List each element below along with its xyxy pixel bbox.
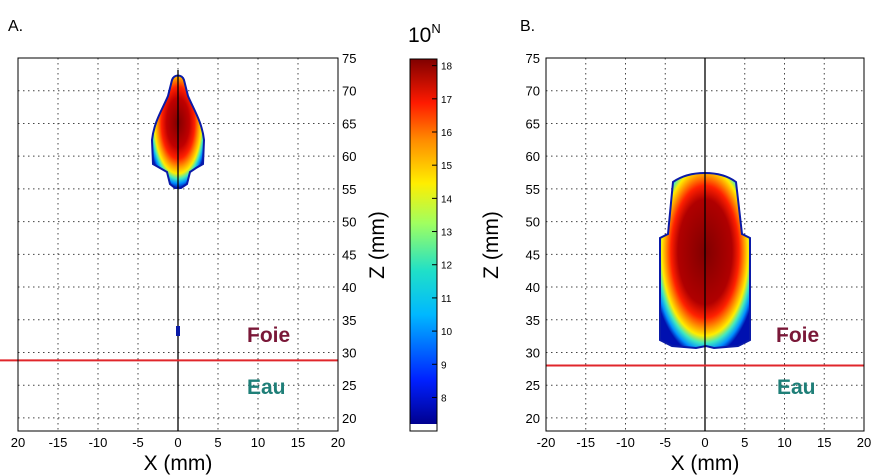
colorbar-tick-8: 16	[441, 128, 453, 139]
panel-b-y-tick-6: 50	[526, 215, 540, 230]
panel-a-x-tick-4: 0	[174, 435, 181, 450]
panel-a-y-tick-2: 30	[342, 345, 356, 360]
colorbar-z-label: Z (mm)	[366, 211, 389, 279]
panel-b-x-tick-6: 10	[777, 435, 791, 450]
colorbar-tick-4: 12	[441, 261, 453, 272]
panel-b-x-tick-0: -20	[537, 435, 556, 450]
panel-b-x-label: X (mm)	[671, 452, 740, 475]
panel-b-y-tick-0: 20	[526, 411, 540, 426]
panel-b-x-tick-5: 5	[741, 435, 748, 450]
panel-b-y-ticks: 20 25 30 35 40 45 50 55 60 65 70 75	[526, 51, 540, 426]
panel-a-x-ticks: 20 -15 -10 -5 0 5 10 15 20	[11, 435, 345, 450]
panel-b-x-tick-2: -10	[616, 435, 635, 450]
colorbar-title-sup: N	[431, 21, 440, 36]
panel-b-y-label: Z (mm)	[480, 211, 503, 279]
panel-b-x-tick-1: -15	[576, 435, 595, 450]
colorbar-tick-6: 14	[441, 194, 453, 205]
panel-b-y-tick-3: 35	[526, 313, 540, 328]
panel-b-x-tick-4: 0	[701, 435, 708, 450]
panel-a-y-tick-4: 40	[342, 280, 356, 295]
panel-b-y-tick-8: 60	[526, 149, 540, 164]
colorbar-gradient	[410, 59, 437, 424]
colorbar-tick-10: 18	[441, 62, 453, 73]
panel-a-y-tick-11: 75	[342, 51, 356, 66]
panel-a-x-tick-0: 20	[11, 435, 25, 450]
panel-a-y-tick-3: 35	[342, 313, 356, 328]
panel-b-x-tick-8: 20	[857, 435, 871, 450]
colorbar-bottom-white	[410, 424, 437, 431]
panel-a-y-tick-10: 70	[342, 84, 356, 99]
colorbar-tick-9: 17	[441, 95, 453, 106]
panel-b-foie-label: Foie	[776, 324, 819, 347]
panel-b-x-ticks: -20 -15 -10 -5 0 5 10 15 20	[537, 435, 872, 450]
colorbar-tick-7: 15	[441, 161, 453, 172]
panel-b-y-tick-2: 30	[526, 345, 540, 360]
panel-a-y-tick-7: 55	[342, 182, 356, 197]
panel-b-x-tick-3: -5	[659, 435, 671, 450]
panel-b-y-tick-7: 55	[526, 182, 540, 197]
panel-a-x-tick-5: 5	[214, 435, 221, 450]
panel-b-y-tick-9: 65	[526, 116, 540, 131]
panel-a-x-tick-2: -10	[89, 435, 108, 450]
panel-a-y-tick-0: 20	[342, 411, 356, 426]
panel-a-y-tick-9: 65	[342, 116, 356, 131]
panel-a-y-tick-1: 25	[342, 378, 356, 393]
colorbar-frame	[409, 58, 438, 432]
panel-b-eau-label: Eau	[777, 376, 816, 399]
panel-a-y-tick-5: 45	[342, 247, 356, 262]
colorbar-title: 10N	[408, 21, 441, 47]
panel-a-y-tick-6: 50	[342, 215, 356, 230]
panel-a-foie-label: Foie	[247, 324, 290, 347]
panel-a-label: A.	[8, 18, 23, 35]
panel-a-x-tick-8: 20	[331, 435, 345, 450]
colorbar-tick-3: 11	[441, 294, 452, 305]
panel-a-y-ticks: 20 25 30 35 40 45 50 55 60 65 70 75	[342, 51, 356, 426]
panel-b-y-tick-4: 40	[526, 280, 540, 295]
panel-b-y-tick-11: 75	[526, 51, 540, 66]
panel-a-eau-label: Eau	[247, 376, 286, 399]
panel-a-small-spot	[176, 326, 180, 336]
panel-a-frame	[17, 57, 339, 432]
colorbar-title-base: 10	[408, 24, 431, 47]
panel-a-x-tick-1: -15	[49, 435, 68, 450]
panel-a: A. 20 25 30 35 40 45 50 55 60 65 70 75 20 -15 -10 -5 0 5…	[0, 18, 356, 475]
panel-b-y-tick-10: 70	[526, 84, 540, 99]
panel-a-x-tick-3: -5	[132, 435, 144, 450]
panel-b-label: B.	[520, 18, 535, 35]
panel-a-x-label: X (mm)	[144, 452, 213, 475]
colorbar-tick-0: 8	[441, 393, 447, 404]
panel-a-y-tick-8: 60	[342, 149, 356, 164]
colorbar-tick-2: 10	[441, 327, 453, 338]
panel-b-frame	[545, 57, 865, 432]
panel-a-x-tick-7: 15	[291, 435, 305, 450]
panel-b-x-tick-7: 15	[817, 435, 831, 450]
panel-b-y-tick-5: 45	[526, 247, 540, 262]
colorbar-tick-5: 13	[441, 228, 453, 239]
panel-a-x-tick-6: 10	[251, 435, 265, 450]
colorbar-tick-1: 9	[441, 360, 447, 371]
panel-b-y-tick-1: 25	[526, 378, 540, 393]
colorbar-ticks: 8 9 10 11 12 13 14 15 16 17 18	[432, 62, 453, 404]
